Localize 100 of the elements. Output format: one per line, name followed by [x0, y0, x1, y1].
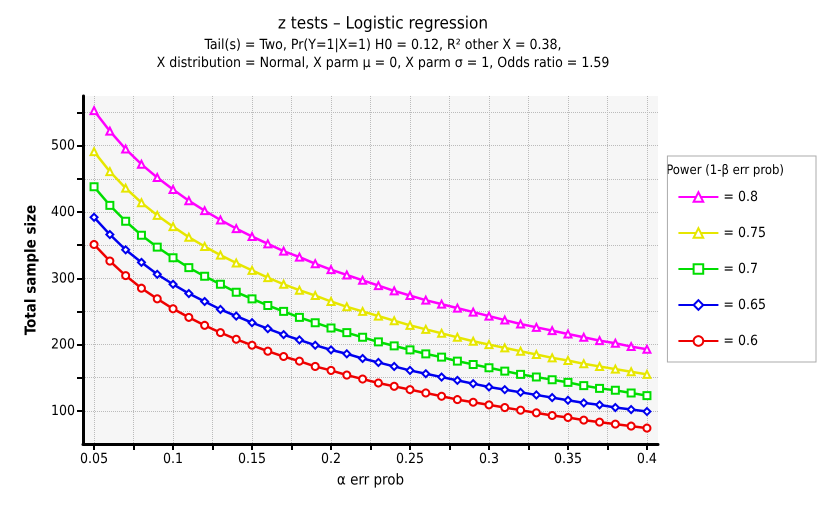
point — [326, 345, 336, 354]
point — [121, 216, 130, 226]
point — [310, 362, 320, 371]
point — [595, 362, 604, 371]
point — [516, 388, 526, 397]
y-tick-label: 200 — [50, 336, 75, 353]
legend-label: = 0.8 — [723, 189, 758, 205]
point — [532, 372, 541, 382]
point — [437, 372, 446, 382]
point — [232, 334, 241, 344]
point — [358, 332, 368, 342]
point — [642, 424, 652, 433]
point — [374, 337, 383, 346]
point — [200, 206, 210, 216]
point — [326, 366, 336, 375]
point — [168, 304, 178, 314]
point — [326, 324, 336, 332]
point — [358, 354, 368, 363]
point — [263, 300, 272, 310]
point — [279, 352, 288, 361]
point — [216, 328, 225, 338]
chart-title: z tests – Logistic regression — [278, 14, 488, 34]
x-axis-title: α err prob — [336, 470, 404, 488]
point — [563, 378, 572, 387]
point — [468, 336, 478, 346]
point — [184, 312, 194, 322]
point — [421, 369, 430, 378]
x-tick-label: 0.3 — [478, 451, 499, 467]
point — [579, 381, 588, 390]
point — [121, 271, 130, 280]
y-tick-label: 300 — [50, 270, 75, 286]
point — [152, 270, 162, 279]
point — [294, 356, 304, 366]
point — [263, 239, 272, 248]
point — [136, 198, 146, 208]
point — [468, 379, 478, 388]
point — [294, 286, 304, 295]
point — [595, 418, 604, 427]
x-tick-label: 0.35 — [554, 451, 582, 467]
point — [342, 370, 352, 380]
point — [168, 184, 178, 194]
point — [342, 270, 352, 280]
point — [326, 296, 336, 306]
point — [358, 306, 368, 316]
point — [294, 312, 304, 322]
point — [105, 256, 114, 266]
point — [563, 412, 572, 422]
point — [136, 258, 146, 267]
point — [548, 353, 557, 362]
point — [90, 182, 99, 192]
point — [390, 316, 399, 326]
point — [342, 302, 352, 312]
point — [452, 356, 462, 366]
point — [232, 312, 241, 321]
point — [516, 346, 526, 356]
point — [294, 335, 304, 344]
point — [152, 210, 162, 220]
point — [390, 341, 399, 350]
point — [500, 385, 510, 394]
point — [405, 345, 414, 354]
point — [421, 324, 430, 334]
point — [310, 340, 320, 350]
legend-label: = 0.75 — [723, 225, 766, 241]
x-tick-label: 0.15 — [238, 451, 266, 467]
point — [310, 318, 320, 328]
point — [105, 230, 114, 240]
point — [248, 294, 257, 304]
point — [484, 363, 494, 372]
point — [390, 286, 399, 296]
point — [200, 296, 210, 306]
point — [248, 266, 257, 275]
point — [500, 343, 510, 352]
point — [136, 284, 146, 293]
point — [248, 318, 257, 328]
point — [90, 147, 99, 156]
point — [374, 378, 383, 388]
point — [610, 420, 620, 429]
point — [390, 362, 399, 371]
point — [184, 232, 194, 242]
point — [626, 405, 636, 414]
point — [642, 391, 652, 400]
point — [263, 324, 272, 334]
point — [437, 392, 446, 401]
x-tick-label: 0.25 — [396, 451, 424, 467]
point — [595, 384, 604, 393]
point — [136, 230, 146, 240]
point — [452, 332, 462, 342]
point — [184, 263, 194, 272]
point — [263, 346, 272, 356]
point — [405, 320, 414, 330]
point — [200, 320, 210, 330]
point — [184, 196, 194, 206]
point — [279, 306, 288, 316]
point — [532, 322, 541, 332]
y-axis-title: Total sample size — [22, 204, 40, 336]
point — [200, 242, 210, 251]
legend-title: Power (1-β err prob) — [666, 163, 784, 178]
point — [121, 245, 130, 254]
point — [468, 398, 478, 407]
point — [437, 352, 446, 362]
